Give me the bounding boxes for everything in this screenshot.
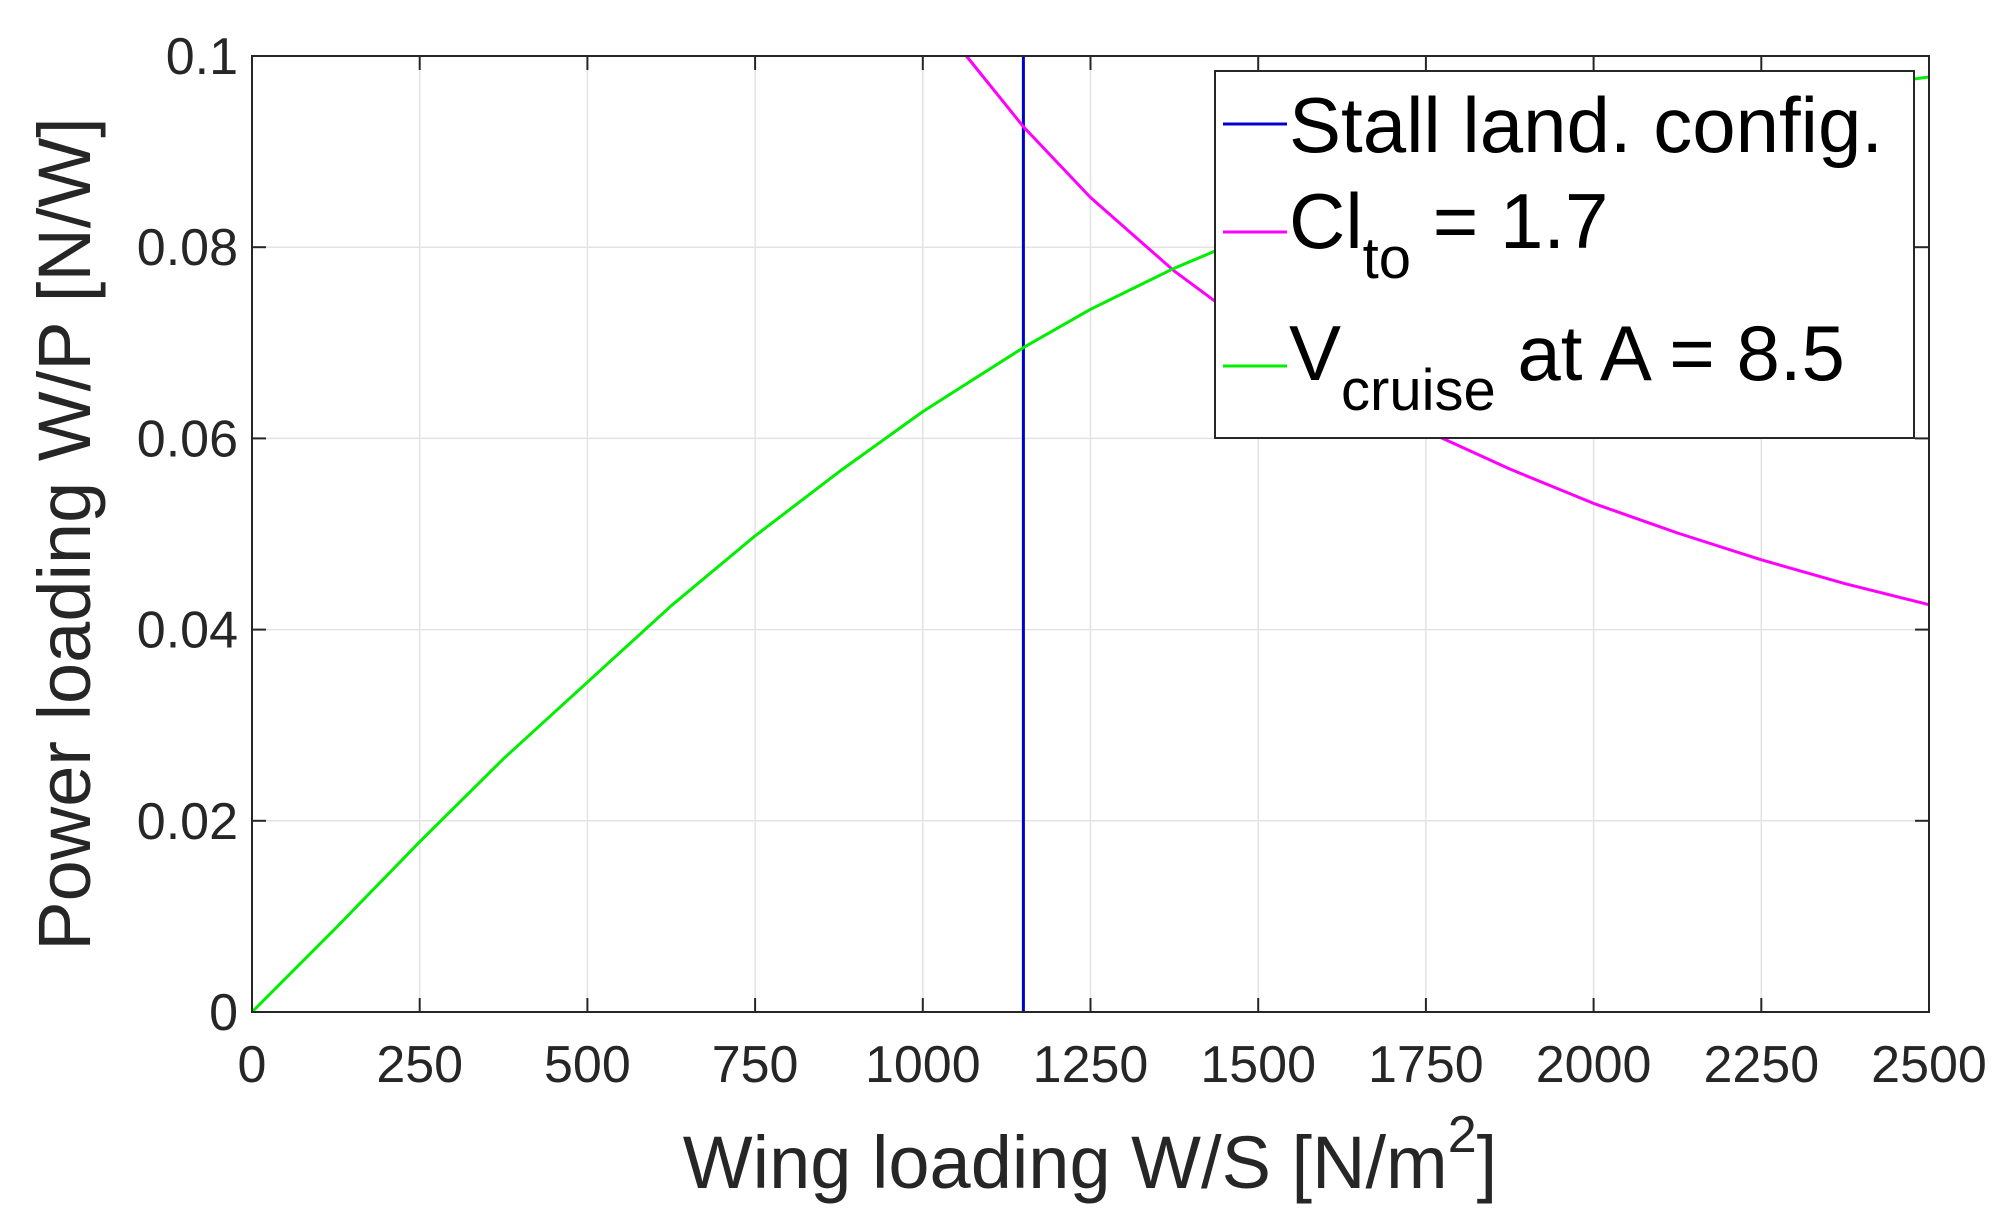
x-tick-label: 2500 [1871,1036,1987,1094]
x-axis-label: Wing loading W/S [N/m2] [683,1106,1497,1204]
legend-label-vcruise: Vcruise at A = 8.5 [1289,309,1845,423]
y-tick-labels: 0 0.02 0.04 0.06 0.08 0.1 [137,28,238,1042]
legend-label-clto: Clto = 1.7 [1289,177,1608,291]
y-tick-label: 0.02 [137,793,238,851]
x-tick-label: 1000 [865,1036,981,1094]
x-tick-label: 750 [712,1036,799,1094]
legend-label-vcruise-rest: at A = 8.5 [1496,309,1845,397]
y-tick-label: 0 [209,984,238,1042]
x-tick-label: 250 [376,1036,463,1094]
x-tick-label: 2250 [1703,1036,1819,1094]
x-tick-label: 500 [544,1036,631,1094]
x-tick-labels: 0 250 500 750 1000 1250 1500 1750 2000 2250 2500 [238,1036,1987,1094]
x-axis-label-superscript: 2 [1448,1106,1477,1164]
legend-label-vcruise-subscript: cruise [1341,358,1496,423]
legend-label-stall: Stall land. config. [1289,81,1883,169]
x-axis-label-end: ] [1477,1121,1498,1204]
x-tick-label: 1250 [1033,1036,1149,1094]
legend-box [1214,70,1915,439]
y-tick-label: 0.06 [137,410,238,468]
legend-label-clto-subscript: to [1363,226,1411,291]
x-tick-label: 0 [238,1036,267,1094]
y-axis-label: Power loading W/P [N/W] [23,117,106,950]
y-tick-label: 0.04 [137,602,238,660]
x-tick-label: 2000 [1536,1036,1652,1094]
tick-marks [251,55,1930,1013]
legend-label-clto-rest: = 1.7 [1411,177,1608,265]
y-tick-label: 0.1 [166,28,238,86]
y-tick-label: 0.08 [137,219,238,277]
x-tick-label: 1500 [1200,1036,1316,1094]
x-tick-label: 1750 [1368,1036,1484,1094]
legend: Stall land. config. Clto = 1.7 Vcruise a… [1214,70,1915,439]
